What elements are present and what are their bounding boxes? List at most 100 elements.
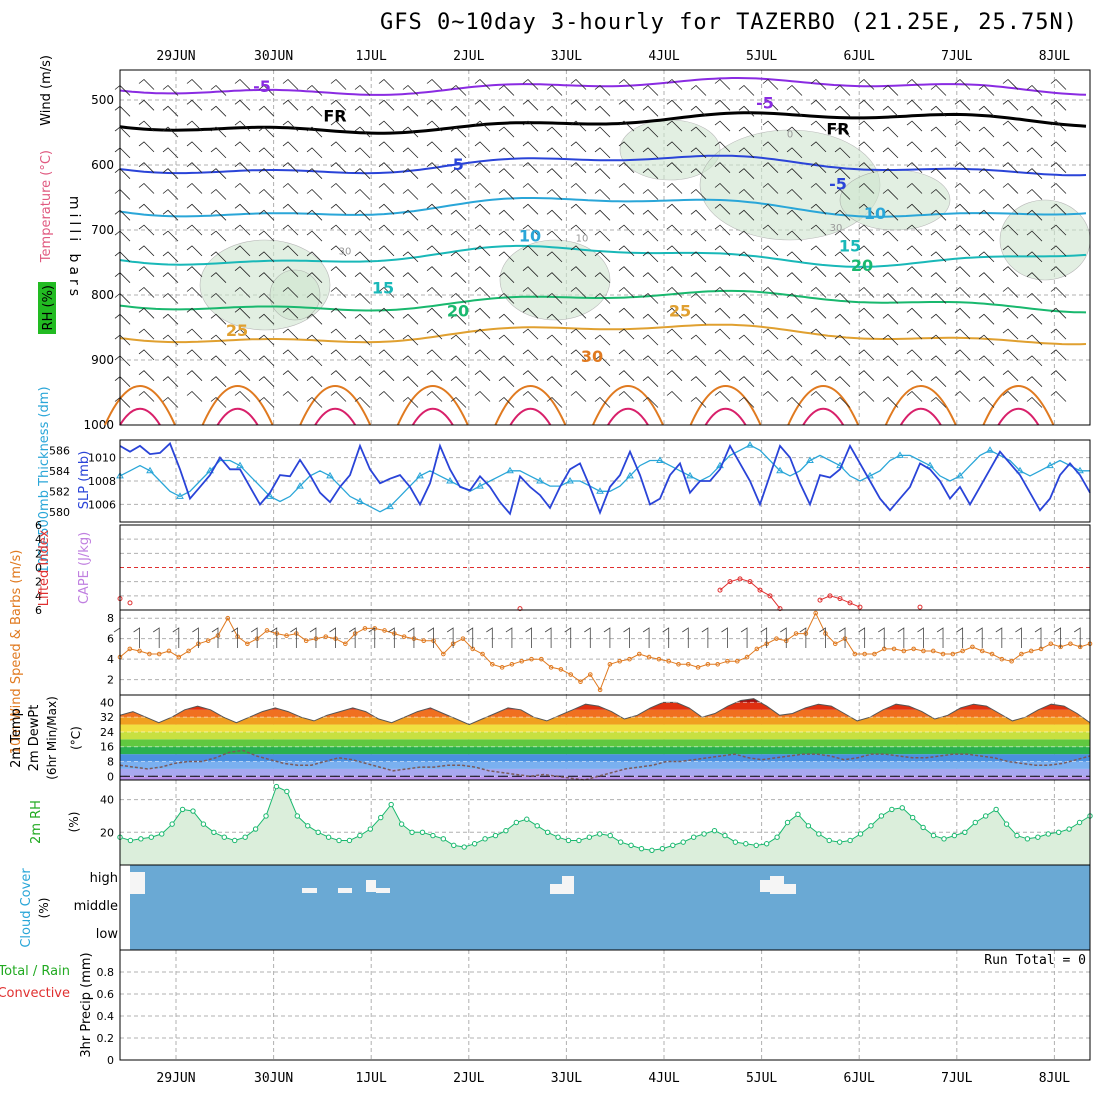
rh-point: [722, 832, 728, 839]
wind-barb: [378, 120, 395, 132]
rh-point: [544, 829, 551, 836]
li-tick-label: 6: [35, 519, 42, 532]
wind-barb: [138, 390, 155, 402]
wind-barb: [762, 120, 779, 132]
wind-barb: [642, 292, 659, 304]
wind-speed-point: [705, 661, 711, 667]
wind-barb: [810, 307, 827, 319]
thickness-marker: [656, 456, 664, 463]
wind-barb: [762, 141, 779, 153]
wind-barb: [306, 168, 323, 179]
wind-barb: [258, 251, 275, 263]
lifted-index-point: [857, 604, 863, 610]
wind-barb: [618, 141, 635, 153]
thickness-tick-label: 584: [49, 465, 70, 478]
rh-area: [120, 786, 1090, 865]
wind-barb: [234, 245, 251, 257]
li-tick-label: 0: [35, 562, 42, 575]
wind-barb: [330, 370, 347, 381]
rh-point: [993, 806, 999, 813]
wind-barb: [426, 120, 443, 132]
wind-barb: [1026, 313, 1043, 325]
wind-barb: [906, 162, 923, 173]
x-tick-label-top: 1JUL: [356, 49, 387, 64]
wind-barb: [474, 162, 491, 173]
wind-barb: [522, 162, 539, 173]
wind-barb: [522, 203, 539, 215]
wind-barb: [762, 203, 779, 215]
thickness-marker: [956, 471, 964, 479]
rh-point: [492, 832, 499, 839]
wind-barb: [258, 230, 275, 242]
rh-shaded-region: [999, 199, 1091, 281]
wind-barb: [978, 84, 995, 96]
wind-barb: [450, 251, 467, 263]
rh-point: [753, 842, 759, 849]
wind-barb: [306, 251, 323, 263]
wind-barb-10m: [956, 627, 964, 648]
wind-barb: [450, 334, 467, 346]
wind-barb: [474, 120, 491, 132]
cloud-level-label: middle: [74, 899, 118, 914]
wind-barb: [546, 209, 563, 221]
wind-barb: [738, 313, 755, 325]
wind-barb: [1050, 224, 1067, 236]
wind-barb: [810, 245, 827, 257]
wind-barb: [762, 286, 779, 298]
contour-label: 25: [669, 301, 691, 320]
wind-barb: [786, 168, 803, 179]
wind-barb: [954, 99, 971, 111]
high-cloud-cell: [130, 872, 145, 894]
wind-barb: [858, 120, 875, 132]
wind-barb: [738, 84, 755, 96]
thickness-marker: [356, 497, 364, 504]
wind-barb: [498, 292, 515, 304]
wind-barb: [258, 272, 275, 283]
wind-barb-10m: [329, 627, 336, 648]
wind-barb: [1026, 126, 1043, 138]
wind-barb: [690, 126, 707, 138]
wind-barb: [1002, 286, 1019, 298]
precip-total-label: Total / Rain: [0, 964, 70, 979]
wind-barb: [666, 390, 683, 402]
wind-barb: [762, 390, 779, 402]
wind-barb: [642, 105, 659, 117]
wind-speed-point: [137, 648, 142, 654]
x-tick-label-top: 6JUL: [844, 49, 875, 64]
wind-speed-point: [832, 641, 838, 647]
wind-barb: [1026, 209, 1043, 221]
isotherm-30-arc: [592, 385, 664, 426]
wind-barb: [522, 266, 539, 277]
wind-barb: [738, 251, 755, 263]
wind-barb: [330, 120, 347, 132]
isotherm-line: [119, 154, 1087, 177]
wind-speed-point: [480, 651, 485, 657]
chart-title: GFS 0~10day 3-hourly for TAZERBO (21.25E…: [380, 10, 1079, 35]
wind-barb: [1050, 328, 1067, 340]
wind-barb: [1002, 307, 1019, 319]
dewpoint-line: [119, 749, 1091, 781]
wind-barb: [738, 105, 755, 117]
wind-barb: [378, 162, 395, 173]
rh-point: [211, 829, 217, 836]
wind-barb: [402, 376, 419, 387]
wind-barb: [234, 370, 251, 381]
precip-axis-label: 3hr Precip (mm): [79, 952, 94, 1057]
rh-tick-label: 20: [100, 826, 114, 839]
lifted-index-point: [837, 596, 843, 602]
wind-barb: [474, 370, 491, 381]
wind-barb: [210, 396, 227, 408]
side-label-temperature: Temperature (°C): [39, 150, 54, 263]
wind-barb: [954, 141, 971, 153]
wind-barb: [690, 355, 707, 367]
wind-barb: [714, 286, 731, 298]
wind-barb: [282, 286, 299, 298]
wind-barb: [594, 355, 611, 367]
wind-barb: [450, 292, 467, 304]
wind-barb: [738, 355, 755, 367]
wind-barb: [450, 313, 467, 325]
wind-speed-point: [499, 665, 505, 670]
rh-point: [795, 811, 801, 818]
wind-barb: [522, 286, 539, 298]
wind-barb: [618, 328, 635, 340]
